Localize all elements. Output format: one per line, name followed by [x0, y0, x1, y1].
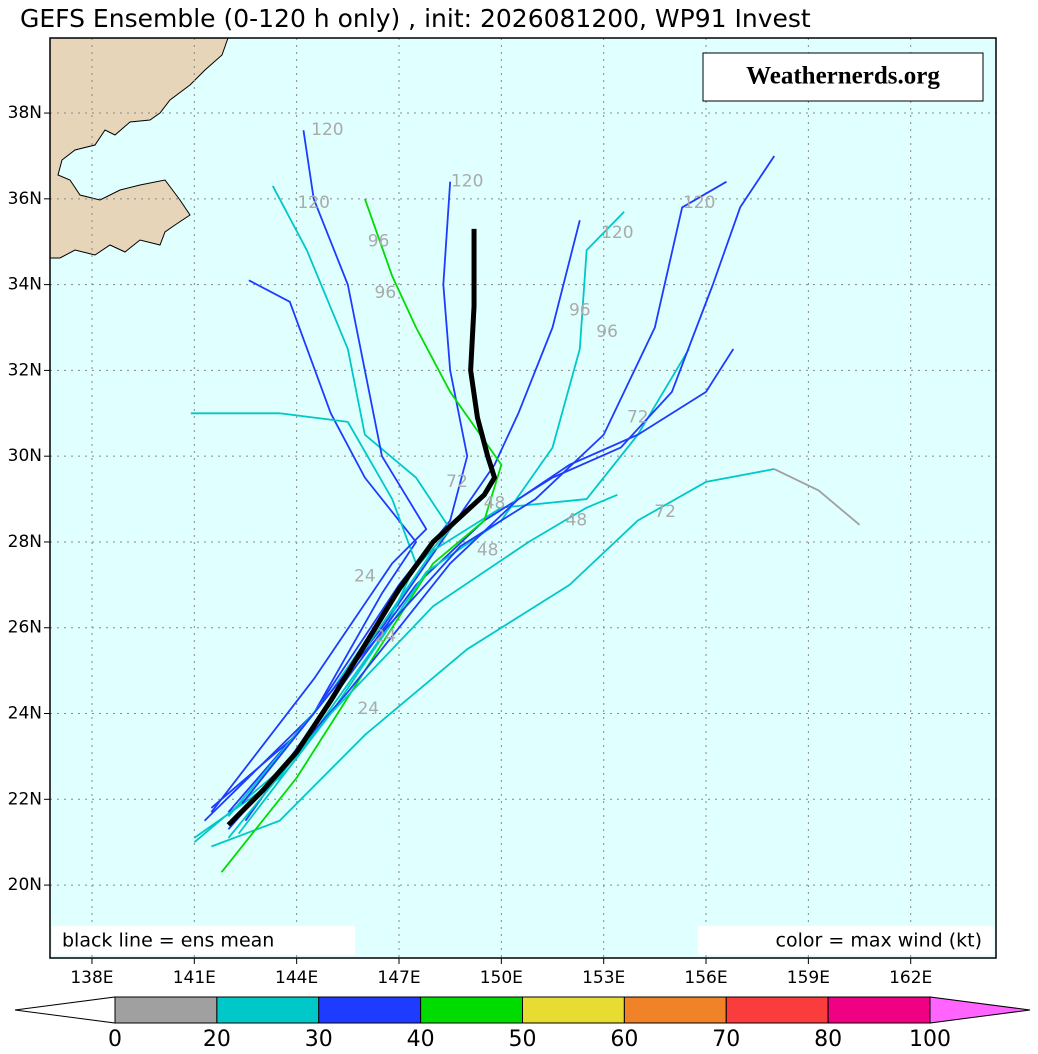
hour-label: 24	[357, 699, 379, 719]
plot-area: 1201201201201209696969672727248484824242…	[50, 38, 996, 958]
colorbar-label: 80	[814, 1027, 842, 1052]
y-tick-label: 20N	[8, 875, 42, 895]
hour-label: 120	[451, 172, 483, 192]
colorbar-under	[14, 996, 116, 1024]
mean-track	[226, 228, 498, 827]
member-track	[227, 181, 469, 813]
colorbar-segment	[318, 996, 422, 1024]
frame	[49, 37, 997, 959]
colorbar-over	[929, 996, 1031, 1024]
colorbar-segment	[623, 996, 727, 1024]
note-box	[698, 926, 994, 955]
colorbar-label: 30	[305, 1027, 333, 1052]
member-track	[211, 468, 775, 848]
watermark: Weathernerds.org	[746, 63, 940, 90]
x-tick-label: 156E	[684, 968, 727, 988]
hour-label: 72	[627, 408, 649, 428]
colorbar-label: 40	[407, 1027, 435, 1052]
x-tick-label: 147E	[377, 968, 420, 988]
y-tick-label: 30N	[8, 446, 42, 466]
x-tick-label: 162E	[889, 968, 932, 988]
colorbar-segment	[420, 996, 523, 1024]
member-track	[220, 198, 503, 873]
note-box	[52, 926, 355, 955]
member-track	[773, 468, 861, 526]
member-track	[241, 180, 727, 805]
hour-label: 96	[375, 283, 397, 303]
colorbar-segment	[216, 996, 320, 1024]
x-tick-label: 138E	[70, 968, 113, 988]
y-tick-label: 24N	[8, 704, 42, 724]
hour-label: 48	[484, 493, 506, 513]
watermark-box	[702, 52, 984, 102]
ocean	[50, 38, 996, 958]
y-tick-label: 34N	[8, 275, 42, 295]
colorbar-label: 50	[509, 1027, 537, 1052]
colorbar-segment	[522, 996, 625, 1024]
hour-label: 72	[654, 502, 676, 522]
hour-label: 24	[375, 626, 397, 646]
colorbar-label: 70	[712, 1027, 740, 1052]
colorbar-label: 20	[203, 1027, 231, 1052]
x-tick-label: 150E	[480, 968, 523, 988]
y-tick-label: 36N	[8, 189, 42, 209]
y-tick-label: 32N	[8, 360, 42, 380]
hour-label: 96	[569, 300, 591, 320]
y-tick-label: 22N	[8, 789, 42, 809]
x-tick-label: 153E	[582, 968, 625, 988]
x-tick-label: 144E	[275, 968, 318, 988]
colorbar-segment	[114, 996, 218, 1024]
colorbar-label: 100	[909, 1027, 951, 1052]
hour-label: 48	[566, 511, 588, 531]
chart-title: GEFS Ensemble (0-120 h only) , init: 202…	[20, 4, 811, 33]
hour-label: 72	[446, 472, 468, 492]
hour-label: 120	[297, 193, 329, 213]
x-tick-label: 141E	[173, 968, 216, 988]
member-track	[237, 211, 625, 835]
hour-label: 120	[601, 223, 633, 243]
member-track	[227, 493, 618, 839]
colorbar-segment	[725, 996, 829, 1024]
note-right: color = max wind (kt)	[776, 930, 982, 952]
y-tick-label: 26N	[8, 618, 42, 638]
hour-label: 120	[683, 193, 715, 213]
land	[49, 37, 229, 259]
colorbar-segment	[827, 996, 931, 1024]
colorbar-label: 0	[108, 1027, 122, 1052]
member-track	[227, 348, 735, 830]
member-track	[210, 130, 428, 813]
hour-label: 96	[596, 322, 618, 342]
y-tick-label: 38N	[8, 103, 42, 123]
hour-label: 96	[368, 232, 390, 252]
colorbar-label: 60	[610, 1027, 638, 1052]
hour-label: 48	[477, 541, 499, 561]
x-tick-label: 159E	[787, 968, 830, 988]
hour-label: 120	[311, 120, 343, 140]
note-left: black line = ens mean	[62, 930, 274, 952]
hour-label: 24	[354, 566, 376, 586]
y-tick-label: 28N	[8, 532, 42, 552]
member-track	[203, 279, 417, 822]
